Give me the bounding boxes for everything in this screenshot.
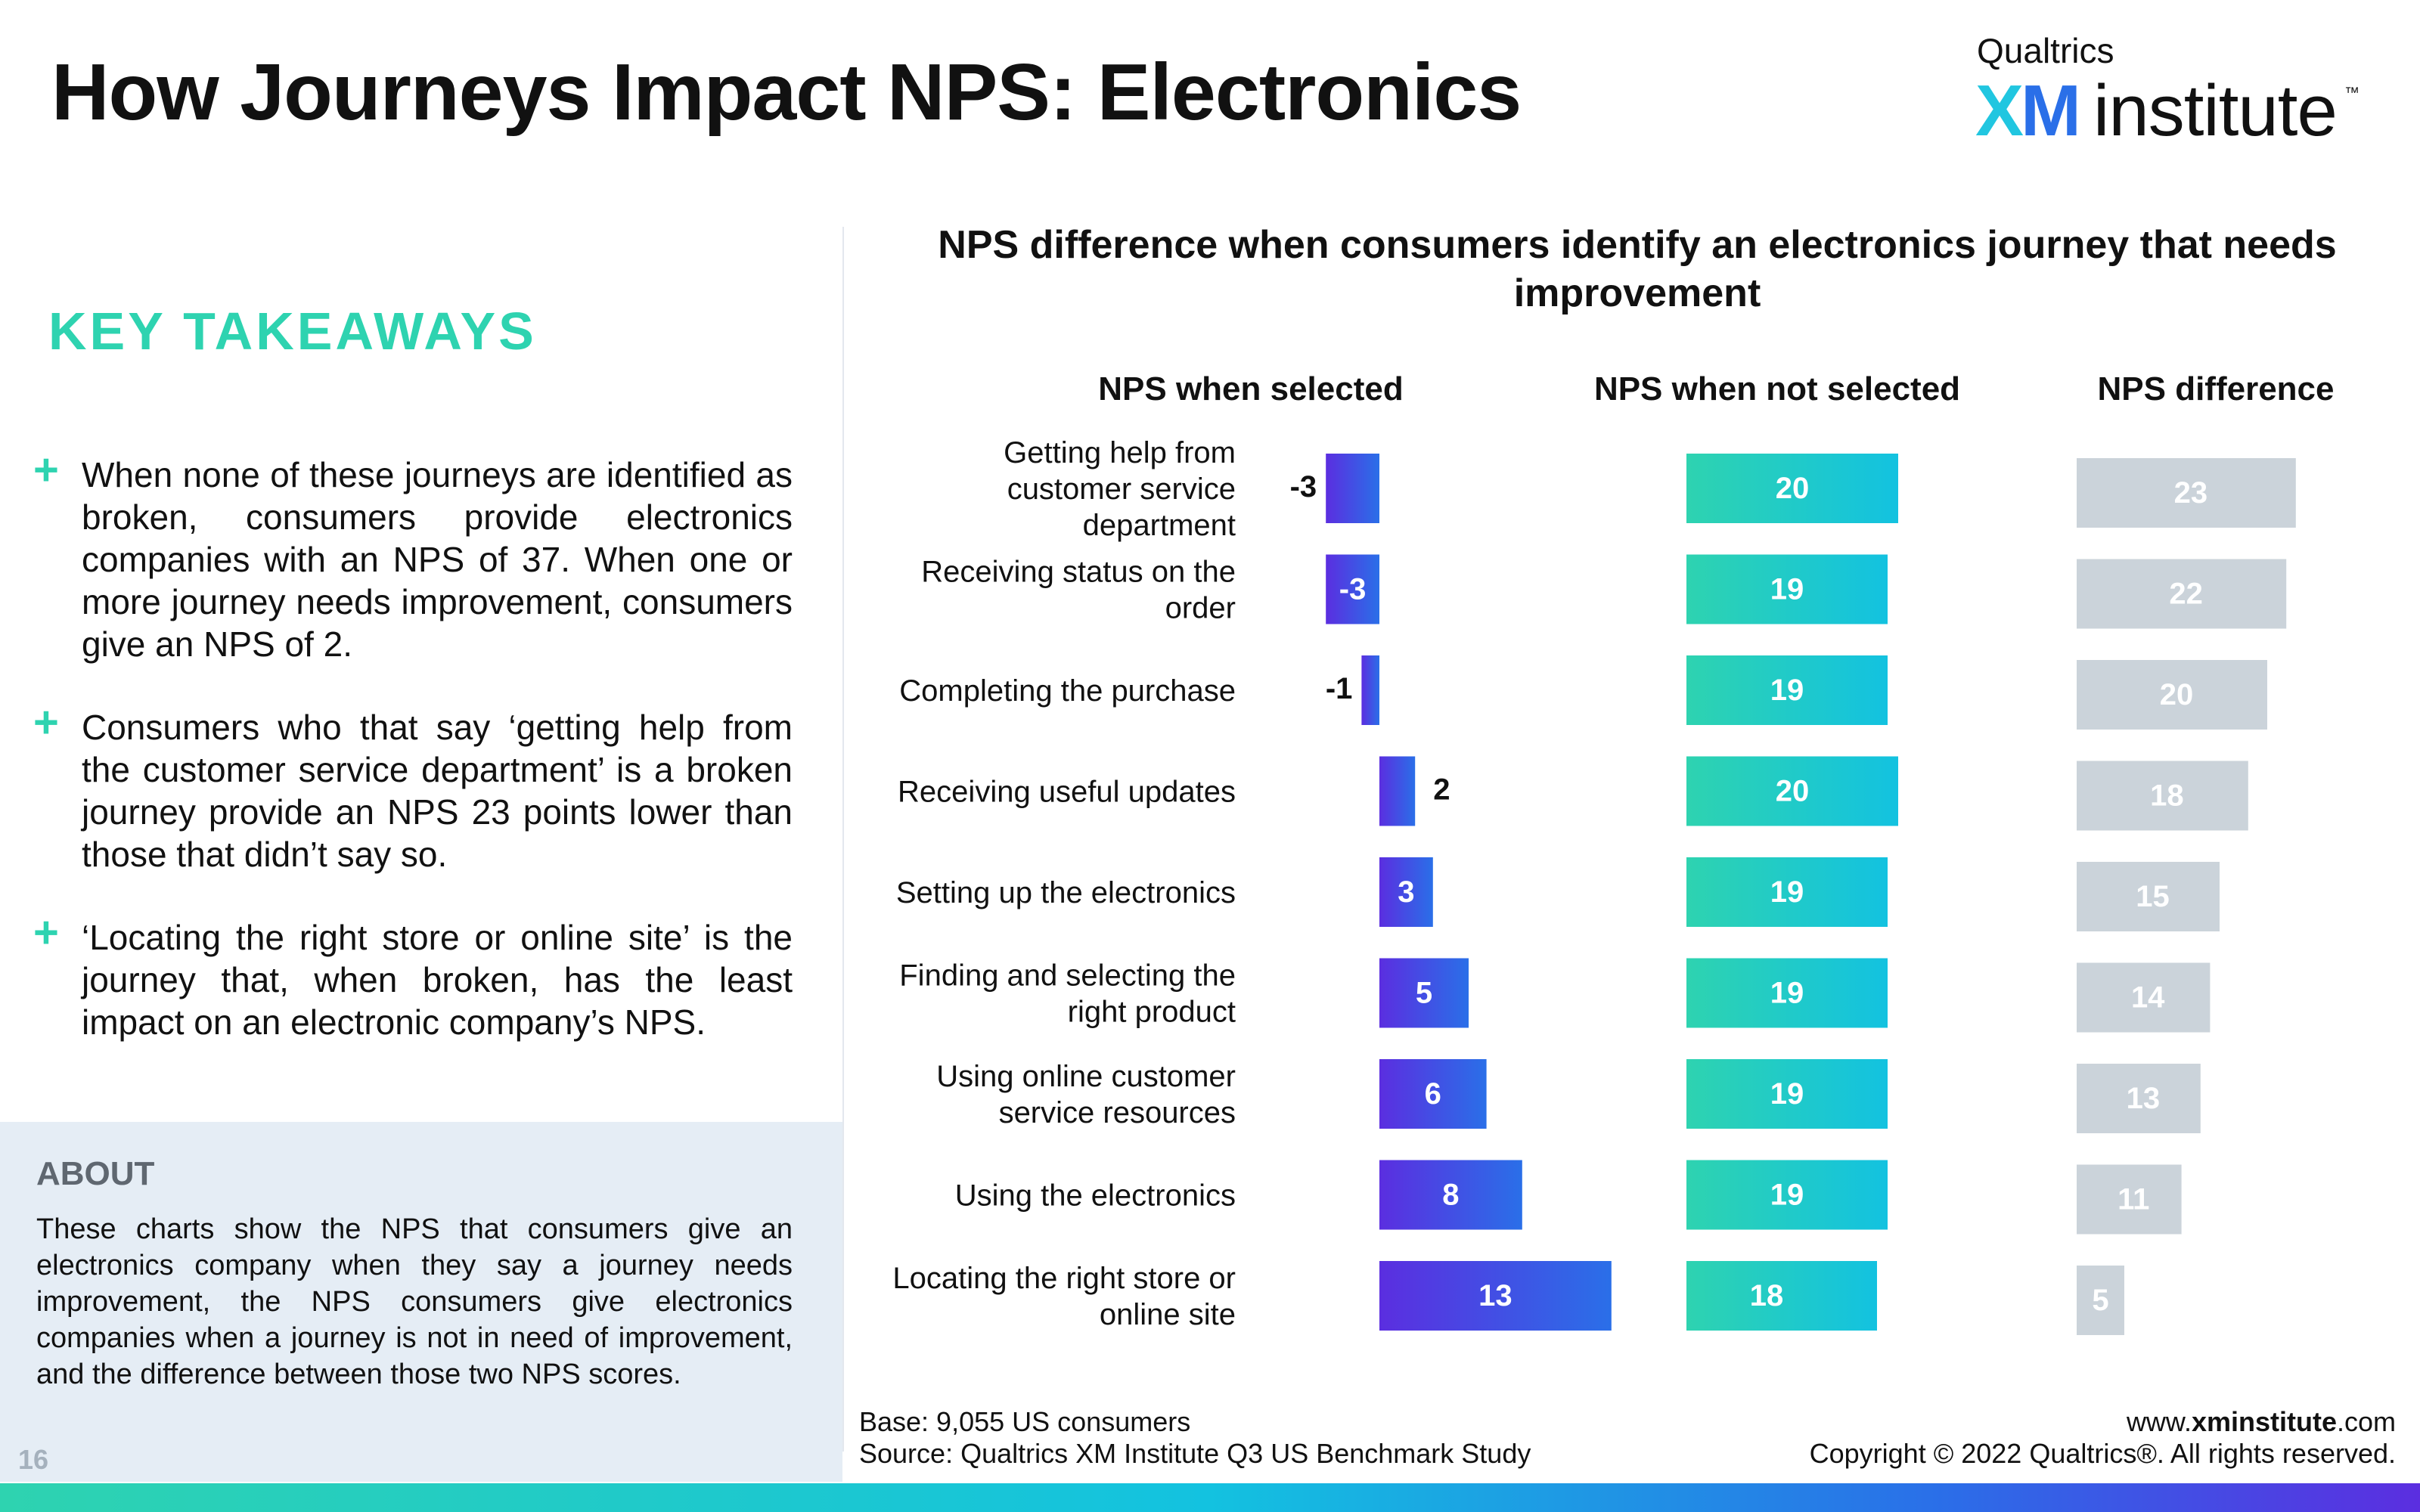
- plus-icon: +: [33, 908, 59, 957]
- chart-title: NPS difference when consumers identify a…: [938, 223, 2337, 315]
- bar-not-selected: [1686, 1059, 1888, 1129]
- data-label-not-selected: 20: [1776, 775, 1810, 808]
- category-label: Receiving status on the order: [921, 556, 1236, 625]
- bar-difference: [2077, 1164, 2182, 1235]
- about-heading: ABOUT: [36, 1155, 155, 1192]
- url-prefix: www.: [2126, 1406, 2192, 1437]
- bar-difference: [2077, 862, 2220, 931]
- data-label-difference: 23: [2174, 476, 2208, 510]
- bar-difference: [2077, 660, 2267, 730]
- bar-difference: [2077, 1064, 2201, 1133]
- category-label: Getting help from customer service departm…: [1004, 436, 1236, 542]
- category-label: Using online customer service resources: [936, 1060, 1236, 1129]
- data-label-selected: 5: [1416, 977, 1432, 1010]
- data-label-not-selected: 20: [1776, 472, 1810, 505]
- bar-difference: [2077, 962, 2211, 1033]
- footnote: Base: 9,055 US consumers Source: Qualtri…: [859, 1406, 1531, 1470]
- page-number: 16: [18, 1444, 49, 1475]
- bar-not-selected: [1686, 655, 1888, 725]
- bar-selected: [1379, 857, 1433, 927]
- category-label: Finding and selecting the right product: [899, 959, 1236, 1029]
- data-label-not-selected: 19: [1770, 1179, 1804, 1212]
- logo-institute-text: institute: [2093, 70, 2338, 151]
- site-url[interactable]: www.xminstitute.com: [2127, 1406, 2396, 1438]
- data-label-not-selected: 18: [1750, 1279, 1784, 1312]
- logo-brand-text: Qualtrics: [1977, 31, 2114, 70]
- data-label-difference: 5: [2092, 1284, 2108, 1317]
- url-bold: xminstitute: [2191, 1406, 2337, 1437]
- data-label-selected: -3: [1290, 470, 1317, 503]
- data-label-selected: -1: [1326, 672, 1353, 705]
- data-label-selected: -3: [1339, 573, 1367, 606]
- key-takeaways-heading: KEY TAKEAWAYS: [48, 302, 537, 361]
- data-label-selected: 6: [1425, 1077, 1441, 1111]
- data-label-difference: 13: [2127, 1082, 2161, 1115]
- bar-selected: [1379, 1160, 1522, 1230]
- column-header-selected: NPS when selected: [1098, 370, 1404, 407]
- bar-not-selected: [1686, 454, 1898, 523]
- category-label: Receiving useful updates: [898, 776, 1236, 809]
- bar-difference: [2077, 761, 2248, 831]
- column-divider: [842, 227, 844, 1452]
- data-label-difference: 22: [2169, 578, 2203, 611]
- data-label-difference: 18: [2150, 779, 2184, 813]
- category-label: Using the electronics: [955, 1179, 1236, 1213]
- data-label-difference: 20: [2160, 678, 2194, 711]
- plus-icon: +: [33, 698, 59, 747]
- bar-not-selected: [1686, 958, 1888, 1028]
- bar-selected: [1326, 554, 1379, 624]
- bar-not-selected: [1686, 756, 1898, 826]
- data-label-not-selected: 19: [1770, 573, 1804, 606]
- data-label-difference: 15: [2136, 880, 2170, 913]
- page-title: How Journeys Impact NPS: Electronics: [51, 48, 1522, 137]
- logo-trademark: ™: [2344, 85, 2360, 101]
- bar-not-selected: [1686, 857, 1888, 927]
- about-panel: [0, 1122, 842, 1482]
- category-label: Completing the purchase: [899, 674, 1236, 708]
- bar-selected: [1361, 655, 1379, 725]
- data-label-not-selected: 19: [1770, 875, 1804, 909]
- data-label-not-selected: 19: [1770, 977, 1804, 1010]
- source-note: Source: Qualtrics XM Institute Q3 US Ben…: [859, 1438, 1531, 1469]
- bar-selected: [1326, 454, 1379, 523]
- data-label-not-selected: 19: [1770, 674, 1804, 707]
- bar-not-selected: [1686, 1160, 1888, 1230]
- data-label-selected: 2: [1433, 773, 1450, 807]
- logo-x-letter: X: [1975, 70, 2024, 151]
- logo-xm: XM: [1975, 70, 2081, 153]
- bar-difference: [2077, 559, 2287, 629]
- category-label: Locating the right store or online site: [892, 1262, 1236, 1331]
- bar-not-selected: [1686, 554, 1888, 624]
- bar-not-selected: [1686, 1261, 1877, 1331]
- data-label-not-selected: 19: [1770, 1077, 1804, 1111]
- bottom-gradient-bar: [0, 1483, 2420, 1512]
- plus-icon: +: [33, 445, 59, 494]
- takeaway-item: ‘Locating the right store or online site…: [82, 918, 793, 1042]
- copyright: Copyright © 2022 Qualtrics®. All rights …: [1809, 1438, 2396, 1469]
- data-label-difference: 14: [2131, 981, 2165, 1015]
- bar-selected: [1379, 1261, 1612, 1331]
- column-header-not-selected: NPS when not selected: [1593, 370, 1961, 407]
- about-text: These charts show the NPS that consumers…: [36, 1213, 793, 1390]
- logo-m-letter: M: [2021, 70, 2081, 151]
- data-label-selected: 3: [1398, 875, 1414, 909]
- data-label-difference: 11: [2118, 1183, 2149, 1216]
- bar-difference: [2077, 458, 2296, 528]
- bar-selected: [1379, 1059, 1487, 1129]
- takeaway-item: Consumers who that say ‘getting help fro…: [82, 708, 793, 874]
- column-header-difference: NPS difference: [2097, 370, 2335, 407]
- bar-selected: [1379, 756, 1416, 826]
- base-note: Base: 9,055 US consumers: [859, 1406, 1191, 1437]
- data-label-selected: 8: [1442, 1179, 1459, 1212]
- bar-difference: [2077, 1266, 2124, 1335]
- category-label: Setting up the electronics: [896, 876, 1236, 909]
- url-suffix: .com: [2336, 1406, 2396, 1437]
- bar-selected: [1379, 958, 1469, 1028]
- takeaway-item: When none of these journeys are identifi…: [82, 455, 793, 664]
- data-label-selected: 13: [1478, 1279, 1512, 1312]
